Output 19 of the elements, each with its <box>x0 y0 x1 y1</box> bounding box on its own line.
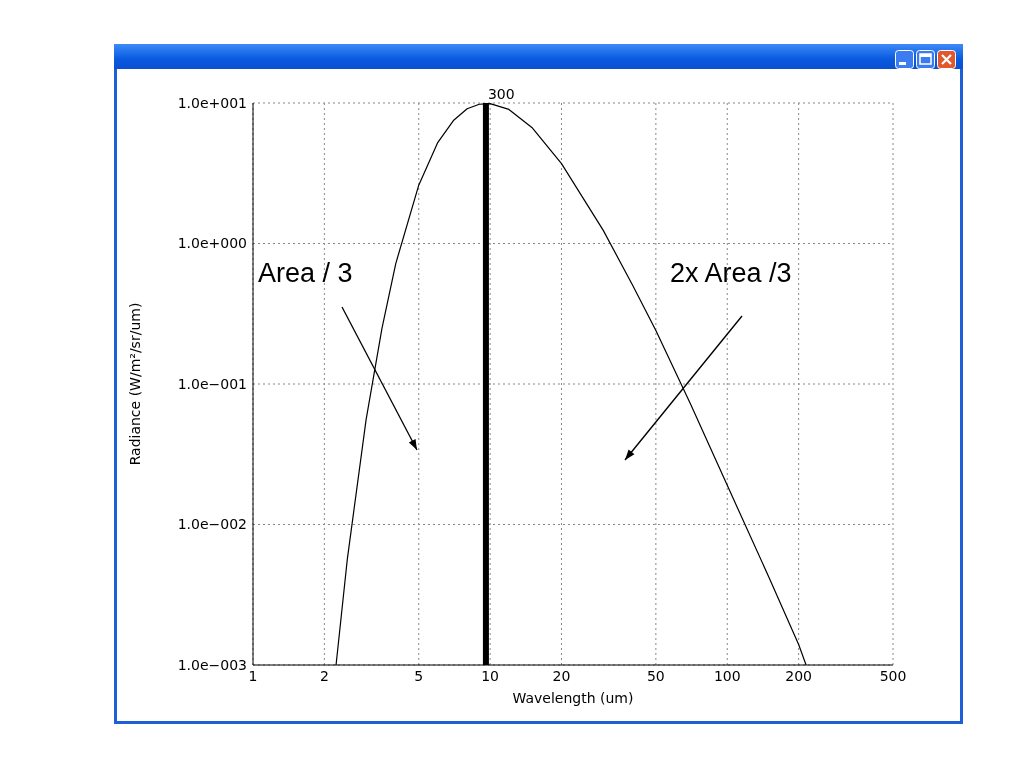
x-tick-label: 200 <box>785 667 812 684</box>
x-tick-label: 20 <box>552 667 571 684</box>
x-axis-title: Wavelength (um) <box>512 690 634 706</box>
x-tick-label: 5 <box>414 667 424 684</box>
annotation: 2x Area /3 <box>670 258 792 289</box>
x-tick-label: 2 <box>319 667 329 684</box>
y-tick-label: 1.0e−002 <box>177 516 247 533</box>
y-tick-label: 1.0e+000 <box>177 235 247 252</box>
x-tick-label: 1 <box>248 667 258 684</box>
y-tick-label: 1.0e+001 <box>177 94 247 111</box>
x-tick-label: 50 <box>646 667 665 684</box>
y-tick-label: 1.0e−003 <box>177 656 247 673</box>
y-tick-label: 1.0e−001 <box>177 375 247 392</box>
annotation: Area / 3 <box>258 258 353 289</box>
x-tick-label: 10 <box>481 667 500 684</box>
x-tick-label: 500 <box>879 667 907 684</box>
y-axis-title: Radiance (W/m²/sr/um) <box>126 302 143 466</box>
annotation: 300 <box>487 86 515 102</box>
x-tick-label: 100 <box>713 667 741 684</box>
